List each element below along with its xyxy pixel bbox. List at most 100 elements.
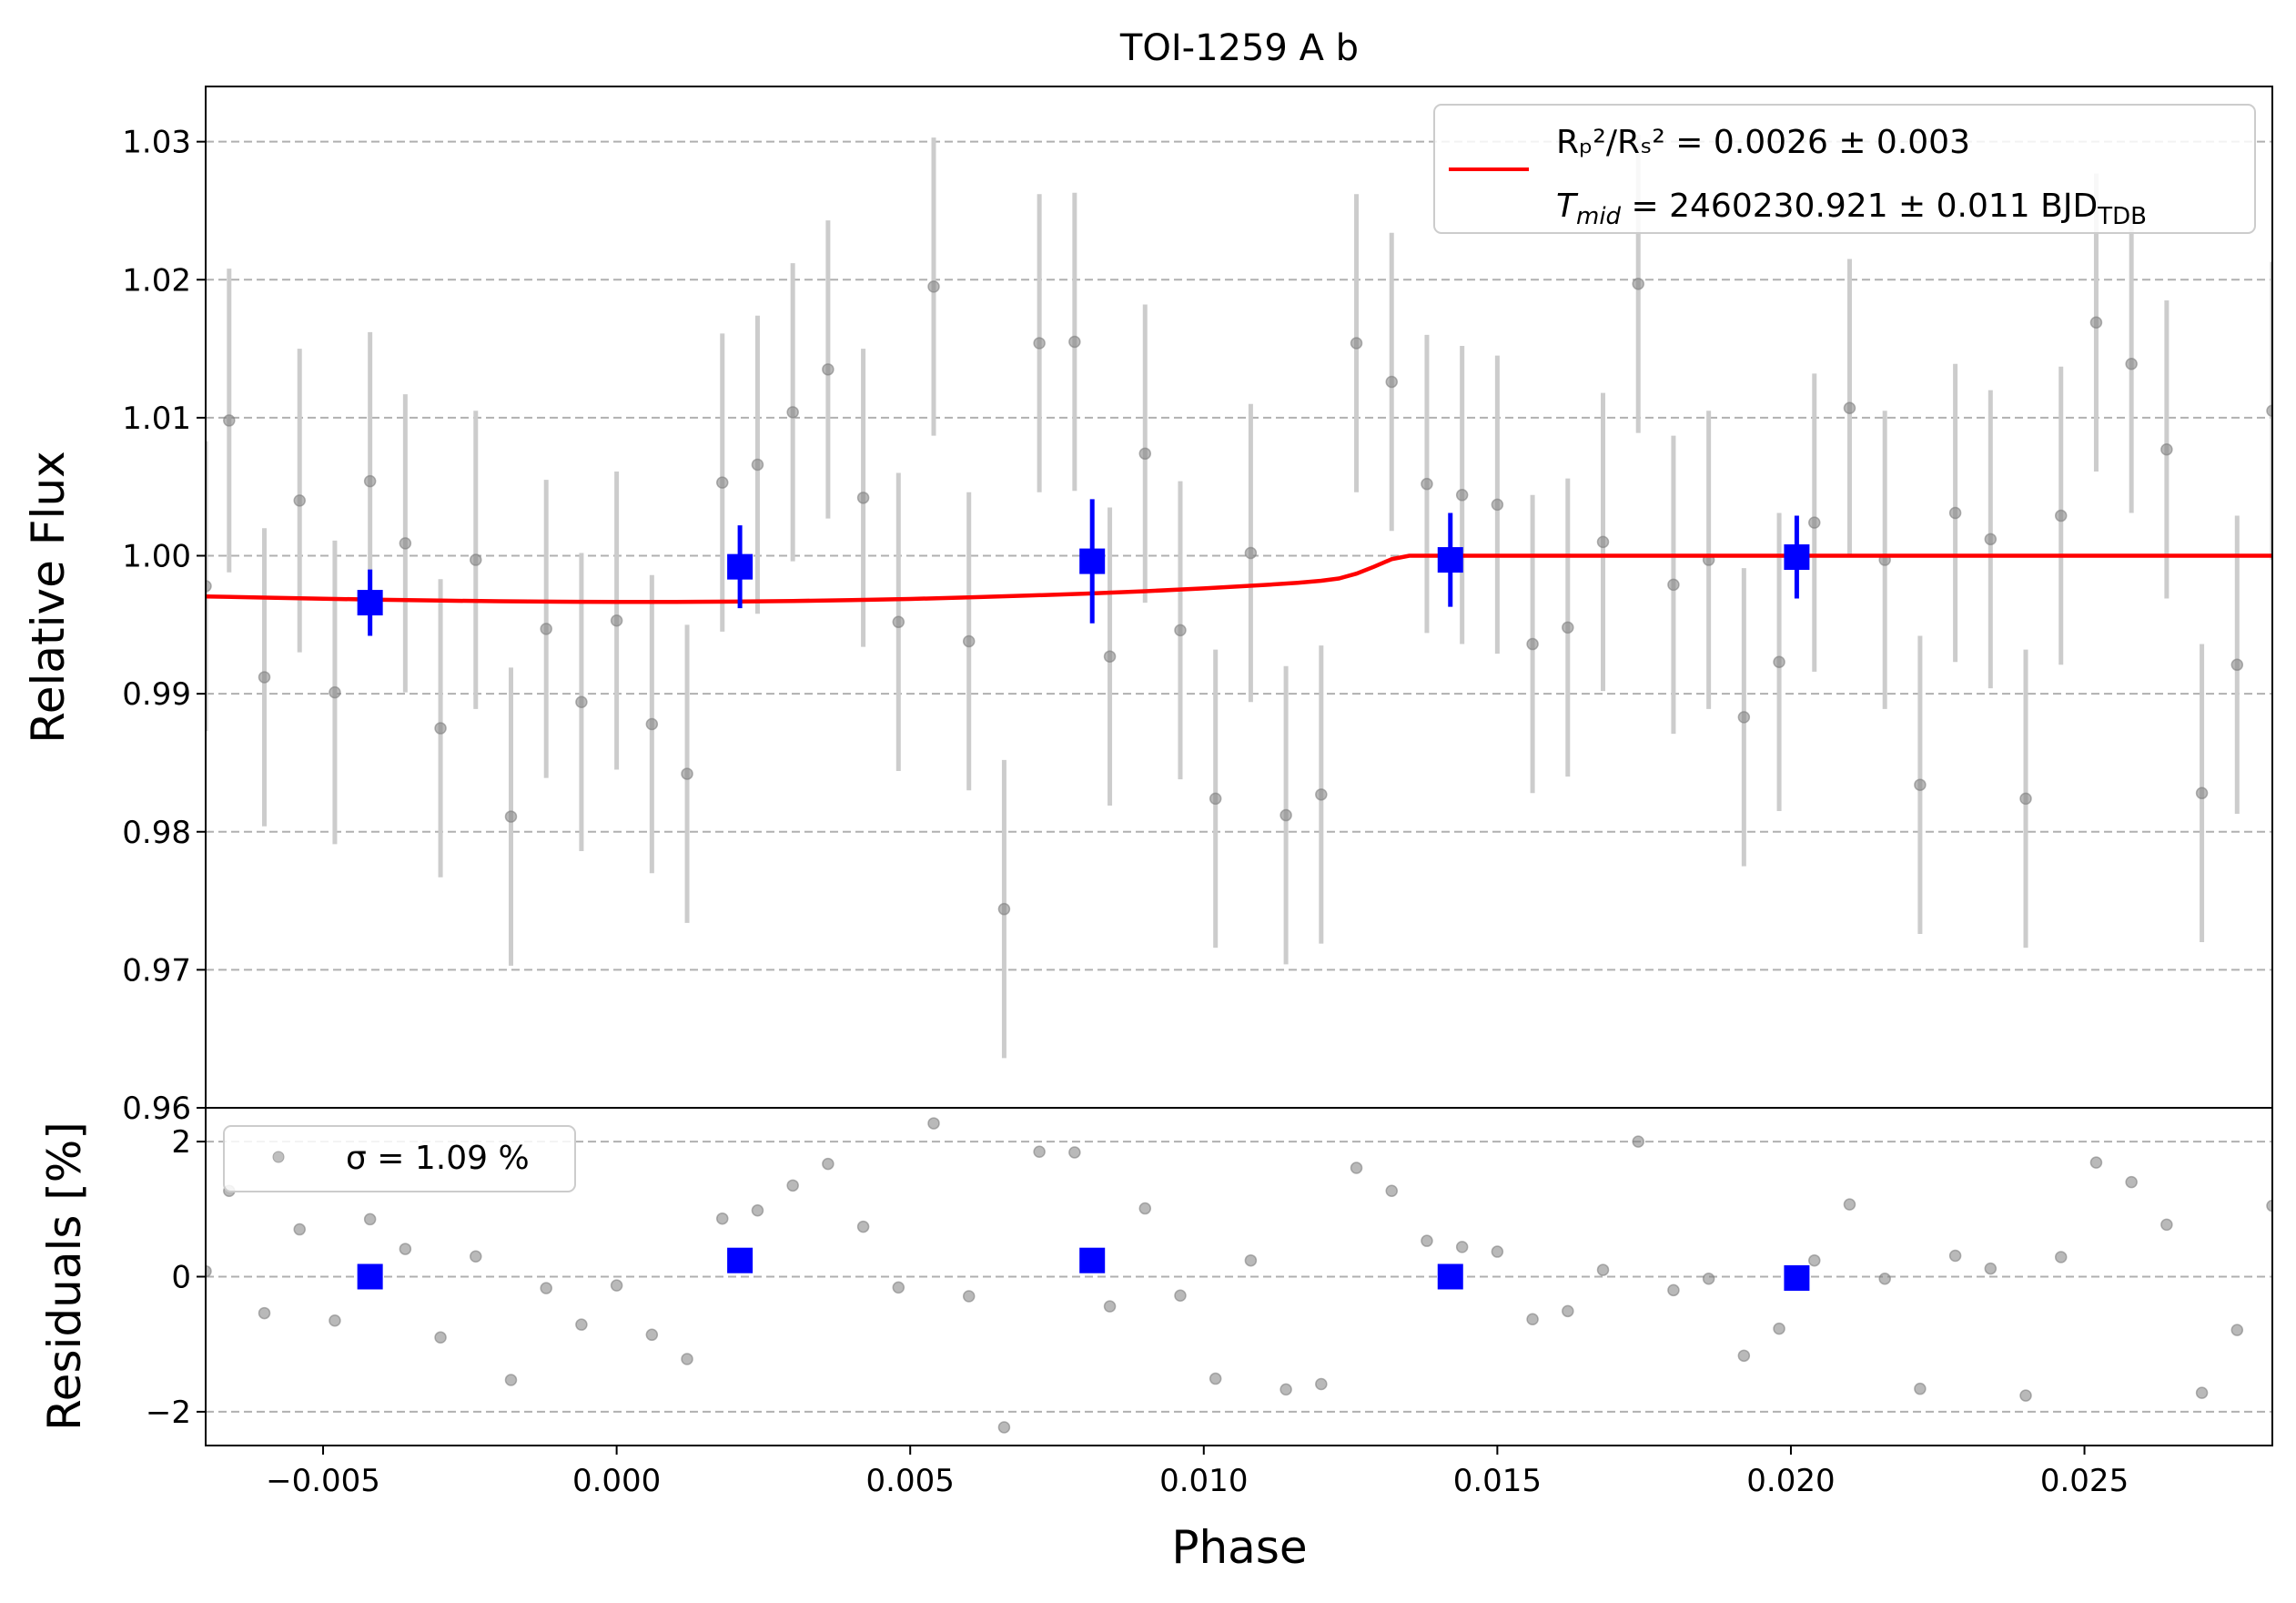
- data-point: [997, 902, 1011, 916]
- binned-residual-point: [357, 1263, 383, 1290]
- data-point: [1455, 489, 1469, 502]
- data-point: [399, 537, 412, 550]
- main-gridlines: [206, 140, 2272, 971]
- residual-point: [1385, 1184, 1398, 1198]
- x-ticks: −0.005 0.000 0.005 0.010 0.015 0.020 0.025: [266, 1446, 2129, 1499]
- legend-time-system: TDB: [2097, 203, 2147, 230]
- residual-point: [2160, 1218, 2173, 1232]
- binned-point: [727, 553, 754, 580]
- legend-mid-time-value: = 2460230.921 ± 0.011 BJD: [1621, 188, 2098, 225]
- y-axis-label-main: Relative Flux: [22, 451, 75, 743]
- residual-point: [1138, 1202, 1152, 1215]
- legend-mid-time: Tmid = 2460230.921 ± 0.011 BJDTDB: [1556, 188, 2147, 230]
- residual-point: [892, 1281, 905, 1294]
- main-binned-points: [357, 499, 1810, 636]
- main-y-tick-label: 0.99: [122, 676, 191, 713]
- residual-point: [2089, 1156, 2103, 1169]
- data-point: [1808, 516, 1821, 529]
- residual-point: [822, 1157, 834, 1171]
- residual-point: [504, 1374, 518, 1386]
- main-legend: Rₚ²/Rₛ² = 0.0026 ± 0.003 Tmid = 2460230.…: [1433, 104, 2256, 234]
- data-point: [1279, 808, 1292, 822]
- legend-mid-time-subscript: mid: [1576, 203, 1622, 230]
- residual-point: [1843, 1198, 1856, 1211]
- legend-sigma: σ = 1.09 %: [346, 1140, 530, 1177]
- residual-point: [1350, 1162, 1363, 1174]
- x-tick-label: 0.000: [572, 1463, 661, 1499]
- main-y-tick-label: 1.02: [122, 262, 191, 299]
- residual-point: [1491, 1245, 1504, 1258]
- data-point: [1209, 792, 1222, 806]
- data-point: [1914, 778, 1927, 791]
- data-point: [223, 414, 236, 427]
- data-point: [2054, 509, 2068, 522]
- residual-binned-points: [357, 1247, 1810, 1291]
- data-point: [856, 492, 870, 504]
- residual-y-tick-label: 0: [171, 1260, 191, 1296]
- main-legend-box: [1433, 104, 2256, 234]
- x-tick-label: −0.005: [266, 1463, 380, 1499]
- residual-point: [1948, 1249, 1962, 1263]
- data-point: [1773, 655, 1785, 669]
- x-tick-label: 0.015: [1453, 1463, 1542, 1499]
- residual-plot-frame: [205, 1107, 2273, 1446]
- residual-point: [751, 1204, 764, 1217]
- residual-point: [1068, 1146, 1081, 1159]
- data-point: [363, 474, 377, 488]
- data-point: [575, 695, 588, 708]
- data-point: [1350, 337, 1363, 350]
- data-point: [645, 717, 659, 731]
- data-point: [962, 634, 976, 648]
- residual-point: [1315, 1377, 1328, 1391]
- data-point: [751, 458, 764, 472]
- residual-point: [997, 1421, 1011, 1434]
- residual-point: [1702, 1272, 1715, 1285]
- data-point: [1174, 624, 1187, 637]
- data-point: [1667, 578, 1680, 592]
- data-point: [2019, 792, 2032, 806]
- binned-residual-point: [727, 1247, 754, 1273]
- data-point: [1737, 711, 1751, 724]
- data-point: [329, 685, 341, 699]
- main-y-tick-label: 1.01: [122, 401, 191, 437]
- residual-point: [1421, 1234, 1433, 1247]
- x-tick-label: 0.005: [866, 1463, 955, 1499]
- residual-point: [540, 1282, 552, 1294]
- residual-point: [1878, 1272, 1891, 1285]
- residual-point: [681, 1353, 693, 1365]
- binned-residual-point: [1437, 1263, 1463, 1290]
- residual-point: [962, 1290, 976, 1303]
- binned-residual-point: [1784, 1264, 1810, 1291]
- data-point: [434, 722, 447, 735]
- data-point: [2160, 443, 2173, 456]
- main-y-tick-label: 0.98: [122, 815, 191, 851]
- data-point: [822, 363, 834, 376]
- data-point: [2266, 404, 2272, 418]
- residual-point: [1033, 1145, 1046, 1158]
- data-point: [1562, 621, 1574, 634]
- y-axis-label-residuals: Residuals [%]: [38, 1121, 91, 1431]
- residual-data-points: [206, 1117, 2272, 1434]
- residual-point: [1526, 1313, 1539, 1325]
- residual-point: [1632, 1135, 1644, 1148]
- residual-point: [293, 1223, 306, 1236]
- data-point: [1843, 401, 1856, 415]
- residual-point: [258, 1306, 271, 1320]
- legend-radius-ratio: Rₚ²/Rₛ² = 0.0026 ± 0.003: [1556, 124, 1970, 161]
- residual-point: [1562, 1304, 1574, 1318]
- residual-point: [2054, 1251, 2068, 1263]
- residual-point: [575, 1318, 588, 1331]
- legend-mid-time-symbol: T: [1556, 188, 1579, 225]
- residual-point: [1667, 1283, 1680, 1297]
- residual-legend: σ = 1.09 %: [223, 1125, 576, 1192]
- residual-point: [2125, 1175, 2138, 1189]
- data-point: [2125, 358, 2138, 370]
- residual-point: [1455, 1241, 1469, 1253]
- data-point: [504, 810, 518, 823]
- data-point: [206, 580, 212, 593]
- data-point: [1984, 533, 1998, 546]
- x-tick-label: 0.020: [1746, 1463, 1835, 1499]
- data-point: [258, 671, 271, 684]
- data-point: [1244, 546, 1258, 560]
